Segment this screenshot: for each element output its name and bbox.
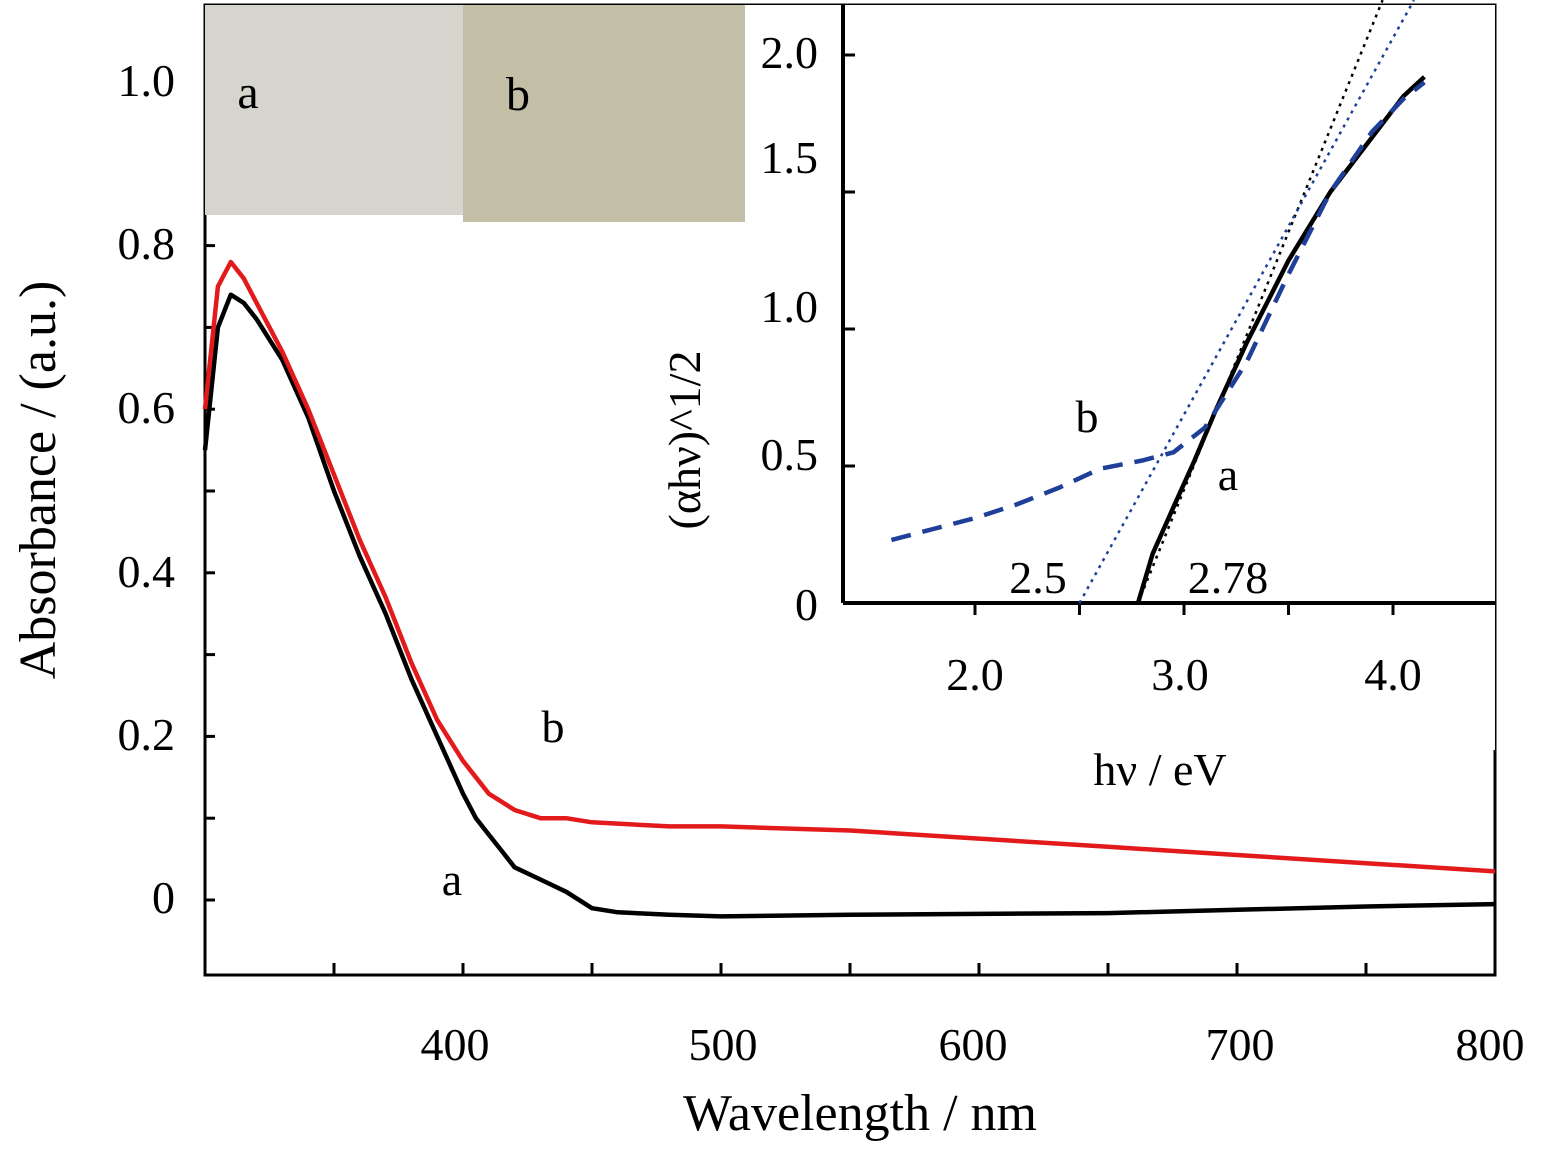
inset-background xyxy=(745,5,1495,750)
main-ylabel: Absorbance / (a.u.) xyxy=(10,281,67,680)
sample-photos: a b xyxy=(205,5,745,222)
main-ytick-1.0: 1.0 xyxy=(118,55,176,106)
main-curves xyxy=(202,259,1496,919)
main-series-a xyxy=(202,292,1496,919)
main-label-b: b xyxy=(542,701,565,752)
photo-label-b: b xyxy=(506,68,530,121)
photo-a xyxy=(205,5,463,215)
inset-label-b: b xyxy=(1076,391,1099,442)
inset-ytick-0.5: 0.5 xyxy=(761,429,819,480)
main-label-a: a xyxy=(442,854,462,905)
main-plot: 400 500 600 700 800 0 0.2 0.4 0.6 0.8 1.… xyxy=(10,3,1525,1142)
main-ytick-0.6: 0.6 xyxy=(118,382,176,433)
inset-intercept-2.5: 2.5 xyxy=(1009,552,1067,603)
inset-series-b xyxy=(890,80,1426,543)
main-series-b xyxy=(202,259,1496,874)
inset-xlabel: hν / eV xyxy=(1093,744,1226,795)
main-ticks xyxy=(205,80,1368,975)
inset-ytick-1.5: 1.5 xyxy=(761,132,819,183)
inset-xtick-4.0: 4.0 xyxy=(1364,649,1422,700)
main-xtick-700: 700 xyxy=(1206,1019,1275,1070)
inset-plot: 2.0 3.0 4.0 0 0.5 1.0 1.5 2.0 hν / eV (α… xyxy=(659,0,1495,795)
main-xtick-800: 800 xyxy=(1456,1019,1525,1070)
inset-curves xyxy=(890,0,1426,604)
inset-intercept-2.78: 2.78 xyxy=(1188,552,1269,603)
inset-label-a: a xyxy=(1218,449,1238,500)
main-ytick-0: 0 xyxy=(152,872,175,923)
inset-ticks xyxy=(843,53,1395,615)
inset-ylabel: (αhν)^1/2 xyxy=(659,351,710,530)
photo-label-a: a xyxy=(237,66,258,119)
main-xlabel: Wavelength / nm xyxy=(683,1085,1037,1142)
inset-ytick-1.0: 1.0 xyxy=(761,281,819,332)
inset-ytick-2.0: 2.0 xyxy=(761,27,819,78)
main-xtick-400: 400 xyxy=(421,1019,490,1070)
main-xtick-500: 500 xyxy=(689,1019,758,1070)
main-ytick-0.8: 0.8 xyxy=(118,218,176,269)
inset-xtick-3.0: 3.0 xyxy=(1151,649,1209,700)
main-ytick-0.2: 0.2 xyxy=(118,709,176,760)
inset-fit-b-line xyxy=(1078,0,1415,604)
inset-ytick-0: 0 xyxy=(795,579,818,630)
inset-xtick-2.0: 2.0 xyxy=(946,649,1004,700)
photo-b xyxy=(463,5,745,222)
main-ytick-0.4: 0.4 xyxy=(118,546,176,597)
main-xtick-600: 600 xyxy=(939,1019,1008,1070)
